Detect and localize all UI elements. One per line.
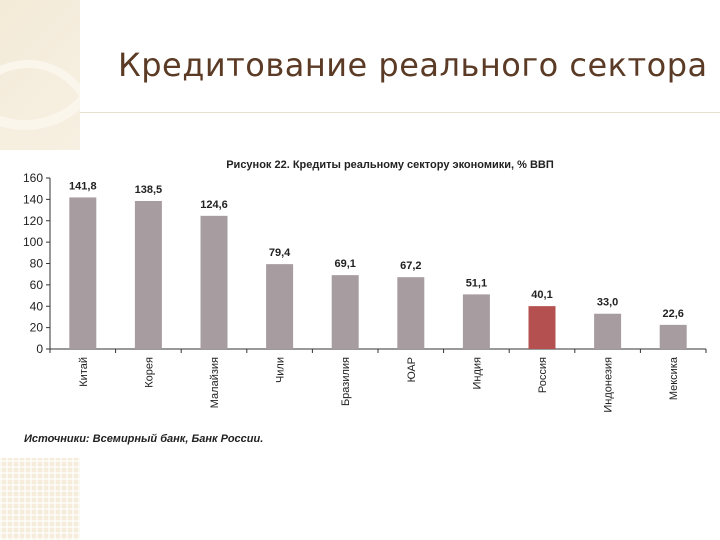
title-divider: [80, 112, 720, 113]
bar: [528, 306, 556, 349]
x-tick-label: Индонезия: [603, 357, 615, 413]
data-label: 40,1: [531, 289, 552, 301]
x-tick-label: Россия: [537, 357, 549, 393]
x-tick-label: Корея: [143, 357, 155, 388]
data-label: 67,2: [400, 260, 421, 272]
y-tick-label: 80: [30, 257, 44, 271]
x-tick-label: Малайзия: [209, 357, 221, 408]
x-tick-label: ЮАР: [406, 357, 418, 382]
corner-decoration-bottom: [0, 458, 80, 540]
y-tick-label: 20: [30, 321, 44, 335]
bar: [266, 264, 294, 349]
bar: [134, 200, 162, 349]
data-label: 138,5: [135, 184, 163, 196]
data-label: 33,0: [597, 297, 618, 309]
y-tick-label: 120: [23, 214, 43, 228]
y-tick-label: 140: [23, 192, 43, 206]
data-label: 51,1: [466, 277, 487, 289]
y-tick-label: 160: [23, 171, 43, 185]
bar: [462, 294, 490, 349]
x-tick-label: Мексика: [668, 356, 680, 400]
x-tick-label: Бразилия: [340, 357, 352, 406]
data-label: 79,4: [269, 247, 291, 259]
figure-title: Рисунок 22. Кредиты реальному сектору эк…: [226, 159, 554, 171]
bar: [200, 215, 228, 349]
corner-decoration-top: [0, 0, 80, 150]
y-tick-label: 100: [23, 235, 43, 249]
data-label: 69,1: [334, 258, 355, 270]
data-label: 124,6: [200, 199, 228, 211]
source-note: Источники: Всемирный банк, Банк России.: [24, 433, 264, 445]
bar: [331, 275, 359, 349]
bar: [594, 313, 622, 349]
x-tick-label: Чили: [275, 357, 287, 383]
bar: [397, 277, 425, 349]
bar: [69, 197, 97, 349]
data-label: 141,8: [69, 180, 97, 192]
x-tick-label: Индия: [471, 357, 483, 390]
bar: [659, 324, 687, 349]
y-tick-label: 40: [30, 299, 44, 313]
y-tick-label: 60: [30, 278, 44, 292]
y-tick-label: 0: [36, 342, 43, 356]
x-tick-label: Китай: [78, 357, 90, 387]
data-label: 22,6: [662, 308, 683, 320]
slide-title: Кредитование реального сектора: [118, 46, 708, 84]
